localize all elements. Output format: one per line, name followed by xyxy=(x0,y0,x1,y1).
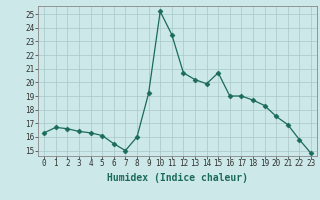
X-axis label: Humidex (Indice chaleur): Humidex (Indice chaleur) xyxy=(107,173,248,183)
